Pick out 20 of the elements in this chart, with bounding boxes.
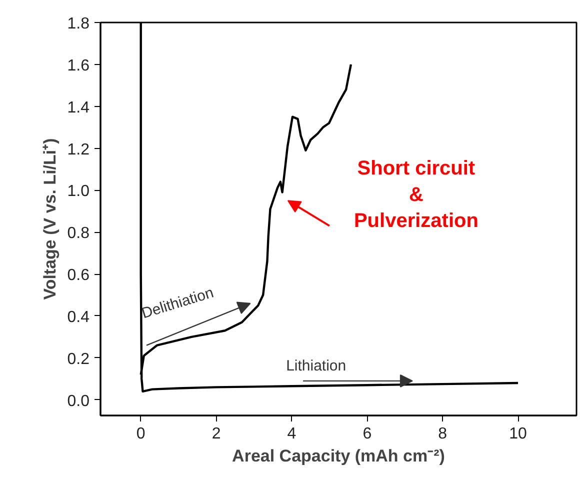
x-tick-label: 10 [509, 426, 528, 442]
x-tick-label: 2 [212, 426, 221, 442]
y-axis-title: Voltage (V vs. Li/Li⁺) [40, 138, 60, 300]
x-axis-title: Areal Capacity (mAh cm⁻²) [232, 446, 445, 466]
x-tick-label: 6 [362, 426, 372, 442]
y-tick-label: 0.0 [67, 392, 90, 410]
y-tick-label: 0.4 [67, 308, 90, 326]
x-tick-label: 0 [136, 426, 146, 442]
y-tick-label: 1.2 [67, 141, 90, 158]
y-tick-label: 1.8 [67, 16, 90, 32]
x-tick-label: 4 [287, 426, 296, 442]
annotation: Lithiation [286, 358, 346, 375]
x-tick-label: 8 [438, 426, 448, 442]
y-tick-label: 1.6 [67, 57, 90, 74]
y-tick-label: 0.2 [67, 350, 90, 368]
y-tick-label: 1.0 [67, 183, 90, 200]
y-tick-label: 0.6 [67, 267, 90, 284]
y-tick-label: 0.8 [67, 225, 90, 242]
annotation: Short circuit & Pulverization [354, 158, 478, 232]
y-tick-label: 1.4 [67, 99, 90, 116]
